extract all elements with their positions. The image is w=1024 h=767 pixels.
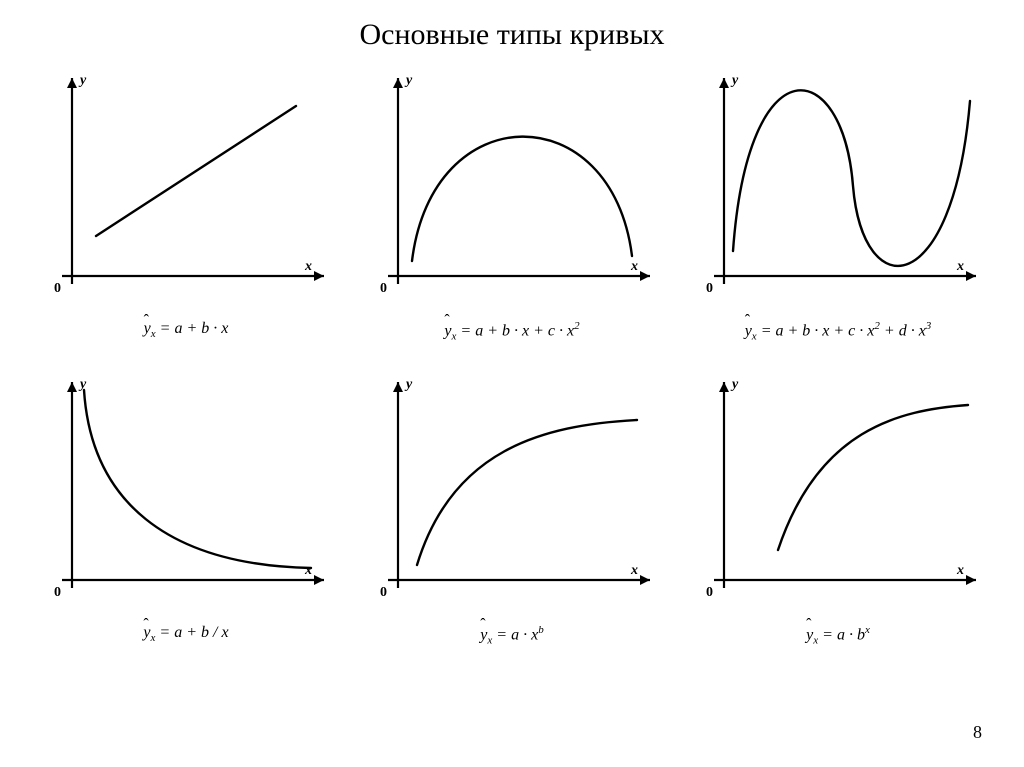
svg-text:y: y: [404, 73, 413, 88]
chart-hyperbola: y x 0: [36, 370, 336, 610]
svg-text:x: x: [630, 259, 638, 274]
chart-cubic: y x 0: [688, 66, 988, 306]
chart-quadratic: y x 0: [362, 66, 662, 306]
chart-exponential: y x 0: [688, 370, 988, 610]
svg-text:x: x: [630, 563, 638, 578]
svg-text:0: 0: [706, 585, 713, 600]
svg-text:0: 0: [706, 281, 713, 296]
formula-hyperbola: ˆyx = a + b / x: [143, 624, 228, 654]
panel-linear: y x 0 ˆyx = a + b · x: [32, 66, 340, 350]
svg-text:x: x: [956, 563, 964, 578]
svg-text:y: y: [78, 73, 87, 88]
svg-text:0: 0: [380, 281, 387, 296]
formula-exponential: ˆyx = a · bx: [806, 624, 870, 654]
page-number: 8: [973, 722, 982, 743]
svg-text:y: y: [730, 73, 739, 88]
svg-text:0: 0: [54, 281, 61, 296]
svg-text:y: y: [78, 377, 87, 392]
formula-linear: ˆyx = a + b · x: [144, 320, 229, 350]
svg-text:x: x: [304, 259, 312, 274]
panel-quadratic: y x 0 ˆyx = a + b · x + c · x2: [358, 66, 666, 350]
formula-cubic: ˆyx = a + b · x + c · x2 + d · x3: [745, 320, 932, 350]
formula-power: ˆyx = a · xb: [480, 624, 543, 654]
svg-text:y: y: [730, 377, 739, 392]
chart-linear: y x 0: [36, 66, 336, 306]
svg-text:x: x: [956, 259, 964, 274]
svg-text:0: 0: [380, 585, 387, 600]
svg-text:y: y: [404, 377, 413, 392]
svg-text:0: 0: [54, 585, 61, 600]
panel-hyperbola: y x 0 ˆyx = a + b / x: [32, 370, 340, 654]
panel-cubic: y x 0 ˆyx = a + b · x + c · x2 + d · x3: [684, 66, 992, 350]
page-title: Основные типы кривых: [0, 0, 1024, 58]
chart-grid: y x 0 ˆyx = a + b · x y x 0 ˆyx = a + b · x …: [0, 58, 1024, 654]
svg-text:x: x: [304, 563, 312, 578]
chart-power: y x 0: [362, 370, 662, 610]
formula-quadratic: ˆyx = a + b · x + c · x2: [444, 320, 579, 350]
panel-exponential: y x 0 ˆyx = a · bx: [684, 370, 992, 654]
panel-power: y x 0 ˆyx = a · xb: [358, 370, 666, 654]
